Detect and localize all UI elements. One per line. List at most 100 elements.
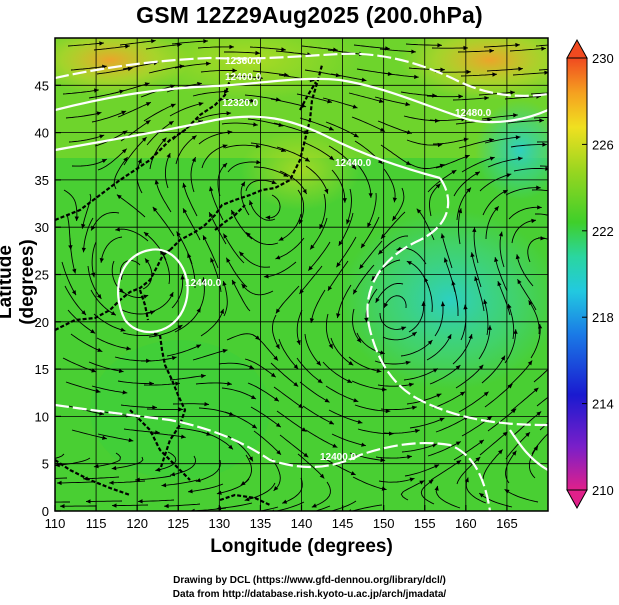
streamline-arrow	[447, 334, 452, 340]
streamline	[451, 280, 459, 316]
streamline-arrow	[60, 504, 65, 509]
streamline-arrow	[504, 489, 510, 494]
streamline-arrow	[513, 329, 518, 334]
streamline-arrow	[273, 486, 279, 491]
streamline-arrow	[180, 274, 185, 280]
streamline-arrow	[443, 257, 448, 263]
streamline	[401, 443, 438, 453]
streamline	[465, 477, 487, 504]
streamline	[322, 361, 353, 384]
x-tick-label: 140	[291, 516, 313, 531]
streamline	[310, 289, 326, 323]
streamline-arrow	[470, 252, 475, 258]
streamline	[249, 200, 276, 221]
streamline-arrow	[507, 303, 512, 309]
streamline-arrow	[241, 283, 247, 289]
y-tick-label: 45	[35, 78, 49, 93]
streamline-arrow	[327, 99, 332, 104]
streamline	[224, 144, 261, 149]
streamline	[408, 301, 425, 333]
streamline-arrow	[121, 148, 127, 154]
streamline	[201, 144, 228, 169]
streamline	[91, 241, 97, 278]
streamline-arrow	[249, 364, 255, 369]
streamline-arrow	[228, 444, 233, 450]
streamline	[115, 228, 149, 242]
streamline-arrow	[155, 467, 161, 472]
streamline-arrow	[255, 50, 260, 56]
streamline-arrow	[432, 443, 437, 448]
streamline-arrow	[384, 302, 389, 308]
x-tick-label: 155	[414, 516, 436, 531]
streamline	[452, 333, 473, 365]
streamline-arrow	[381, 234, 386, 239]
streamline	[378, 477, 415, 483]
wind-streamlines	[55, 39, 567, 511]
streamline-arrow	[463, 137, 469, 142]
streamline	[457, 50, 495, 53]
streamline-arrow	[96, 111, 102, 116]
streamline-arrow	[232, 68, 237, 73]
streamline	[434, 301, 444, 337]
streamline-arrow	[416, 208, 422, 214]
streamline	[174, 62, 211, 69]
streamline-arrow	[141, 137, 147, 142]
streamline-arrow	[463, 45, 468, 51]
streamline	[169, 375, 206, 381]
streamline	[218, 99, 255, 102]
streamline	[296, 357, 323, 384]
streamline	[403, 368, 439, 381]
streamline-arrow	[562, 193, 567, 197]
streamline-arrow	[281, 47, 286, 52]
streamline-arrow	[152, 206, 158, 212]
streamline	[305, 165, 329, 194]
streamline-arrow	[118, 368, 124, 373]
streamline-arrow	[342, 198, 347, 203]
streamline	[275, 285, 300, 314]
streamline	[270, 362, 299, 387]
streamline	[223, 233, 245, 264]
streamline	[249, 46, 286, 51]
streamline	[148, 324, 183, 338]
streamline	[175, 135, 197, 165]
streamline-arrow	[97, 347, 103, 352]
streamline-arrow	[168, 121, 174, 126]
streamline-arrow	[357, 419, 363, 424]
streamline	[426, 95, 464, 98]
streamline-arrow	[353, 289, 358, 295]
streamline	[100, 236, 123, 263]
streamline-arrow	[406, 130, 412, 135]
y-tick-label: 40	[35, 126, 49, 141]
streamline-arrow	[123, 157, 128, 162]
streamline-arrow	[255, 144, 261, 149]
streamline	[282, 477, 303, 504]
streamline	[245, 231, 279, 245]
contour-label: 12400.0	[320, 452, 357, 463]
streamline	[531, 189, 548, 192]
streamline	[530, 323, 541, 359]
streamline	[507, 119, 544, 124]
streamline-arrow	[271, 180, 277, 185]
streamline-arrow	[176, 231, 181, 237]
streamline-arrow	[352, 104, 358, 109]
streamline-arrow	[338, 240, 343, 246]
streamline-arrow	[472, 227, 477, 232]
streamline	[221, 387, 257, 400]
streamline-arrow	[436, 393, 442, 398]
streamline	[299, 381, 330, 403]
streamline-arrow	[145, 120, 151, 125]
streamline	[112, 504, 149, 507]
colorbar-min-arrow	[566, 489, 588, 510]
streamline-arrow	[328, 126, 334, 131]
streamline	[356, 332, 385, 355]
x-tick-label: 130	[208, 516, 230, 531]
streamline	[513, 411, 542, 436]
streamline	[247, 118, 284, 127]
streamline	[328, 145, 357, 170]
y-tick-label: 20	[35, 315, 49, 330]
streamline-arrow	[492, 72, 497, 77]
streamline-arrow	[319, 224, 324, 229]
streamline	[171, 274, 184, 309]
colorbar-max-arrow	[566, 38, 588, 59]
streamline-arrow	[533, 445, 538, 451]
